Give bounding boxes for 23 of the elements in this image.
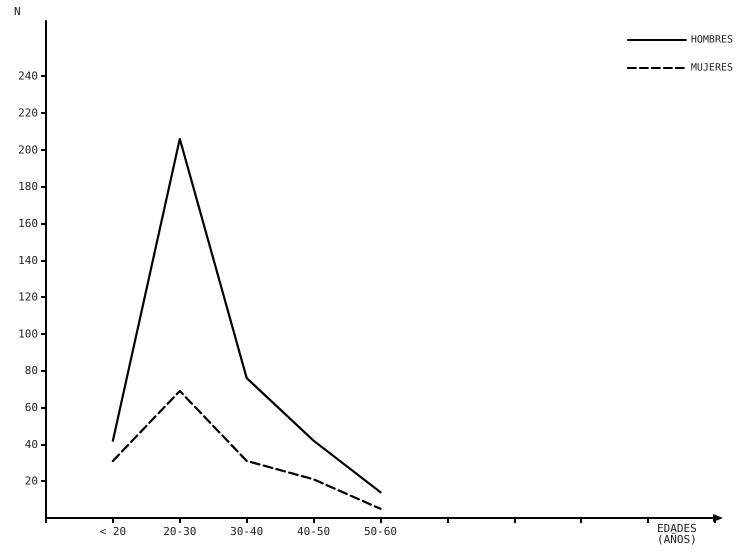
y-tick-label: 140 — [18, 254, 38, 267]
y-tick-label: 120 — [18, 290, 38, 304]
y-tick-label: 20 — [24, 474, 38, 488]
x-tick-label: 40-50 — [297, 525, 330, 538]
text: EDADES (AÑOS) — [657, 522, 697, 546]
text: HOMBRES — [690, 34, 734, 46]
x-tick-label: 20-30 — [163, 525, 196, 538]
y-tick-label: 180 — [18, 180, 38, 194]
y-tick-label: 160 — [18, 216, 38, 230]
y-tick-label: 100 — [18, 327, 38, 340]
x-tick-label: 50-60 — [364, 525, 398, 538]
y-tick-label: 200 — [18, 143, 38, 156]
y-tick-label: 80 — [24, 364, 38, 378]
y-axis-title: N — [14, 5, 21, 18]
y-tick-label: 60 — [24, 401, 38, 414]
line-series — [112, 390, 382, 510]
y-tick-label: 220 — [18, 106, 38, 120]
y-tick-label: 240 — [18, 70, 38, 83]
line-series — [112, 138, 382, 494]
x-tick-label: 30-40 — [230, 525, 264, 538]
x-tick-label: < 20 — [100, 525, 126, 538]
y-tick-label: 40 — [24, 438, 38, 451]
text: MUJERES — [690, 62, 734, 74]
